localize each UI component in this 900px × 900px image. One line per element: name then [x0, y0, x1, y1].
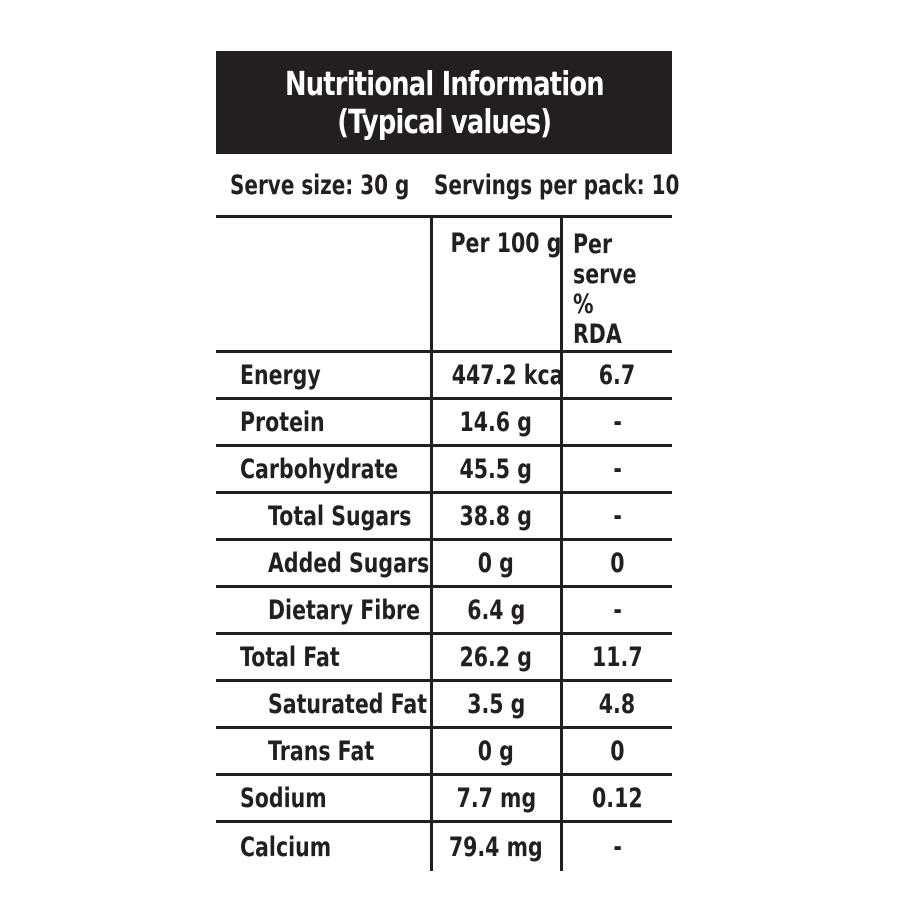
per-100g-cell: 45.5 g — [429, 445, 561, 494]
nutrient-name: Saturated Fat — [268, 688, 428, 720]
rda-value: 11.7 — [591, 641, 643, 673]
per-100g-value: 3.5 g — [466, 688, 526, 720]
nutrient-name-cell: Sodium — [216, 774, 431, 823]
per-100g-value: 6.4 g — [466, 594, 526, 626]
nutrient-name: Carbohydrate — [240, 453, 399, 485]
panel-title: Nutritional Information (Typical values) — [216, 51, 672, 154]
per-100g-cell: 26.2 g — [429, 633, 561, 682]
table-header-row: Per 100 g Per serve % RDA — [216, 218, 672, 353]
table-row: Calcium 79.4 mg - — [216, 821, 672, 872]
nutrient-name: Total Fat — [240, 641, 340, 673]
rda-cell: 11.7 — [559, 633, 672, 682]
table-row: Total Fat 26.2 g 11.7 — [216, 633, 672, 682]
per-100g-value: 7.7 mg — [456, 782, 536, 814]
title-line-1: Nutritional Information — [284, 63, 605, 103]
header-empty-cell — [216, 218, 431, 353]
rda-cell: 0 — [559, 727, 672, 776]
rda-cell: - — [559, 398, 672, 447]
rda-value: - — [612, 453, 622, 485]
nutrient-name-cell: Energy — [216, 351, 431, 400]
rda-cell: - — [559, 492, 672, 541]
rda-cell: - — [559, 586, 672, 635]
nutrient-name-cell: Carbohydrate — [216, 445, 431, 494]
per-100g-cell: 7.7 mg — [429, 774, 561, 823]
nutrient-name-cell: Protein — [216, 398, 431, 447]
table-row: Protein 14.6 g - — [216, 398, 672, 447]
rda-cell: 4.8 — [559, 680, 672, 729]
rda-value: - — [612, 594, 622, 626]
table-row: Carbohydrate 45.5 g - — [216, 445, 672, 494]
rda-cell: 0.12 — [559, 774, 672, 823]
per-100g-cell: 6.4 g — [429, 586, 561, 635]
rda-value: 0.12 — [591, 782, 643, 814]
per-100g-cell: 14.6 g — [429, 398, 561, 447]
per-100g-cell: 79.4 mg — [429, 821, 561, 871]
per-100g-cell: 0 g — [429, 539, 561, 588]
per-100g-value: 0 g — [477, 735, 515, 767]
nutrition-panel: Nutritional Information (Typical values)… — [216, 51, 679, 871]
nutrient-name: Protein — [240, 406, 325, 438]
per-100g-value: 45.5 g — [459, 453, 533, 485]
nutrient-name: Sodium — [240, 782, 327, 814]
nutrient-name-cell: Saturated Fat — [216, 680, 431, 729]
table-row: Sodium 7.7 mg 0.12 — [216, 774, 672, 823]
nutrient-name: Added Sugars — [268, 547, 430, 579]
header-per-serve-line-1: Per — [572, 229, 612, 260]
rda-value: - — [612, 831, 622, 863]
nutrient-name-cell: Total Fat — [216, 633, 431, 682]
nutrient-name-cell: Dietary Fibre — [216, 586, 431, 635]
header-per-serve-rda: Per serve % RDA — [559, 218, 672, 353]
serving-info: Serve size: 30 g Servings per pack: 10 — [216, 154, 679, 218]
nutrient-name: Calcium — [240, 831, 332, 863]
rda-cell: 6.7 — [559, 351, 672, 400]
nutrient-name-cell: Trans Fat — [216, 727, 431, 776]
per-100g-value: 26.2 g — [459, 641, 533, 673]
rda-value: 0 — [610, 735, 625, 767]
rda-value: - — [612, 500, 622, 532]
per-100g-cell: 0 g — [429, 727, 561, 776]
rda-cell: - — [559, 445, 672, 494]
servings-per-pack: Servings per pack: 10 — [434, 170, 680, 201]
table-row: Trans Fat 0 g 0 — [216, 727, 672, 776]
rda-value: - — [612, 406, 622, 438]
rda-cell: - — [559, 821, 672, 871]
header-per-100g: Per 100 g — [429, 218, 561, 353]
nutrient-name-cell: Calcium — [216, 822, 431, 872]
serve-size: Serve size: 30 g — [230, 170, 410, 201]
nutrient-name: Dietary Fibre — [268, 594, 421, 626]
rda-value: 6.7 — [599, 359, 636, 391]
header-per-100g-label: Per 100 g — [450, 228, 561, 259]
title-line-2: (Typical values) — [336, 101, 552, 141]
per-100g-cell: 447.2 kcal — [429, 351, 561, 400]
header-per-serve-line-3: RDA — [572, 319, 622, 350]
per-100g-value: 14.6 g — [459, 406, 533, 438]
rda-cell: 0 — [559, 539, 672, 588]
nutrition-table: Per 100 g Per serve % RDA Energy 447.2 kc… — [216, 218, 672, 871]
per-100g-value: 447.2 kcal — [451, 359, 561, 391]
table-row: Saturated Fat 3.5 g 4.8 — [216, 680, 672, 729]
rda-value: 0 — [610, 547, 625, 579]
per-100g-cell: 38.8 g — [429, 492, 561, 541]
table-row: Total Sugars 38.8 g - — [216, 492, 672, 541]
nutrient-name: Energy — [240, 359, 321, 391]
table-row: Energy 447.2 kcal 6.7 — [216, 351, 672, 400]
per-100g-value: 38.8 g — [459, 500, 533, 532]
table-row: Added Sugars 0 g 0 — [216, 539, 672, 588]
rda-value: 4.8 — [599, 688, 636, 720]
table-row: Dietary Fibre 6.4 g - — [216, 586, 672, 635]
per-100g-cell: 3.5 g — [429, 680, 561, 729]
nutrient-name: Total Sugars — [268, 500, 412, 532]
nutrient-name-cell: Total Sugars — [216, 492, 431, 541]
per-100g-value: 79.4 mg — [449, 831, 543, 863]
per-100g-value: 0 g — [477, 547, 515, 579]
header-per-serve-line-2: serve % — [572, 259, 637, 320]
nutrient-name-cell: Added Sugars — [216, 539, 431, 588]
nutrient-name: Trans Fat — [268, 735, 375, 767]
